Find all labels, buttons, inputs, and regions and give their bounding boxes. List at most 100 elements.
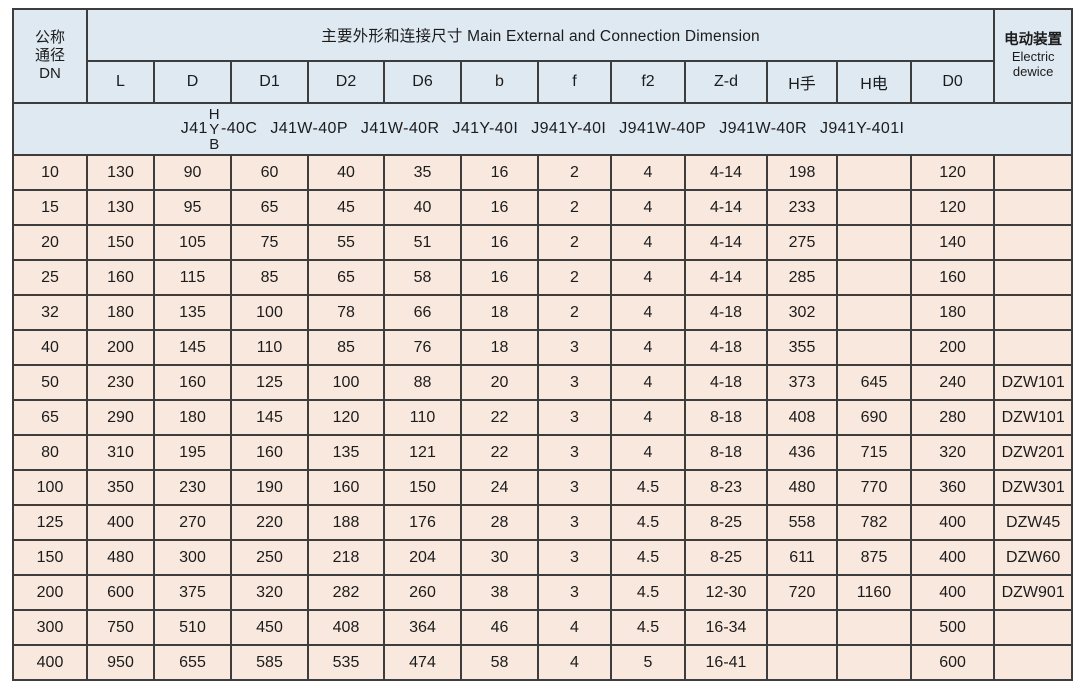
cell: 145 (230, 399, 309, 436)
cell: 270 (153, 504, 232, 541)
cell: 110 (230, 329, 309, 366)
cell: 3 (537, 539, 612, 576)
model-label: J941Y-40I (531, 120, 607, 137)
cell: 60 (230, 154, 309, 191)
cell (836, 259, 912, 296)
cell: 58 (460, 644, 539, 681)
cell (836, 644, 912, 681)
column-header-D2: D2 (307, 60, 385, 104)
cell: 22 (460, 399, 539, 436)
cell: 4 (610, 259, 686, 296)
cell (836, 609, 912, 646)
cell-dn: 40 (12, 329, 88, 366)
cell: 95 (153, 189, 232, 226)
model-stack-top: H (208, 105, 221, 123)
cell: 4.5 (610, 469, 686, 506)
table-row: 25 160 115 85 65 58 16 2 4 4-14 285 160 (12, 259, 1074, 296)
cell: 18 (460, 329, 539, 366)
cell: 180 (909, 294, 996, 331)
cell: 720 (766, 574, 838, 611)
model-prefix: J41 (180, 120, 208, 137)
cell: 2 (537, 189, 612, 226)
cell: 4-18 (684, 294, 768, 331)
table-row: 300 750 510 450 408 364 46 4 4.5 16-34 500 (12, 609, 1074, 646)
table-row: 100 350 230 190 160 150 24 3 4.5 8-23 480 770 360 DZW… (12, 469, 1074, 506)
cell-dn: 50 (12, 364, 88, 401)
cell: 8-18 (684, 399, 768, 436)
cell: 240 (909, 364, 996, 401)
cell: 204 (383, 539, 462, 576)
cell-dn: 80 (12, 434, 88, 471)
column-header-f: f (537, 60, 612, 104)
cell: 950 (86, 644, 155, 681)
cell: 180 (153, 399, 232, 436)
cell: 78 (307, 294, 385, 331)
cell: 16 (460, 259, 539, 296)
column-header-Z-d: Z-d (684, 60, 768, 104)
cell: 655 (153, 644, 232, 681)
cell: 85 (307, 329, 385, 366)
cell: 180 (86, 294, 155, 331)
cell (993, 259, 1074, 296)
cell: 55 (307, 224, 385, 261)
cell (993, 294, 1074, 331)
cell: 16 (460, 189, 539, 226)
cell: 3 (537, 364, 612, 401)
cell: 3 (537, 434, 612, 471)
cell: 4 (537, 609, 612, 646)
cell: DZW101 (993, 399, 1074, 436)
cell: 585 (230, 644, 309, 681)
cell: 100 (307, 364, 385, 401)
electric-device-header: 电动装置 Electric dewice (993, 8, 1074, 104)
model-stack-mid: Y (209, 120, 220, 138)
cell-dn: 100 (12, 469, 88, 506)
cell: 350 (86, 469, 155, 506)
cell: 4-14 (684, 154, 768, 191)
cell-dn: 400 (12, 644, 88, 681)
cell: 58 (383, 259, 462, 296)
table-row: 20 150 105 75 55 51 16 2 4 4-14 275 140 (12, 224, 1074, 261)
cell (993, 224, 1074, 261)
cell: 4 (610, 294, 686, 331)
cell: 480 (766, 469, 838, 506)
cell: 320 (909, 434, 996, 471)
cell: 88 (383, 364, 462, 401)
cell: 2 (537, 224, 612, 261)
cell (993, 189, 1074, 226)
column-header-D: D (153, 60, 232, 104)
cell: 474 (383, 644, 462, 681)
cell: 200 (909, 329, 996, 366)
cell: 4.5 (610, 539, 686, 576)
valve-dimension-table: 公称 通径 DN 主要外形和连接尺寸 Main External and Con… (11, 8, 1074, 681)
cell: 188 (307, 504, 385, 541)
cell-dn: 125 (12, 504, 88, 541)
column-header-H电: H电 (836, 60, 912, 104)
cell: 20 (460, 364, 539, 401)
cell (993, 329, 1074, 366)
cell-dn: 20 (12, 224, 88, 261)
column-header-b: b (460, 60, 539, 104)
cell: 400 (86, 504, 155, 541)
cell: 3 (537, 469, 612, 506)
cell: 12-30 (684, 574, 768, 611)
cell: 38 (460, 574, 539, 611)
cell: 65 (230, 189, 309, 226)
cell-dn: 65 (12, 399, 88, 436)
cell (836, 224, 912, 261)
cell (766, 609, 838, 646)
cell: 140 (909, 224, 996, 261)
cell: 76 (383, 329, 462, 366)
cell: 65 (307, 259, 385, 296)
cell: 66 (383, 294, 462, 331)
cell: 45 (307, 189, 385, 226)
cell: 645 (836, 364, 912, 401)
cell: 290 (86, 399, 155, 436)
cell: 280 (909, 399, 996, 436)
cell (766, 644, 838, 681)
cell: 190 (230, 469, 309, 506)
column-header-L: L (86, 60, 155, 104)
cell: 2 (537, 154, 612, 191)
cell: 770 (836, 469, 912, 506)
cell: 4 (610, 364, 686, 401)
table-row: 15 130 95 65 45 40 16 2 4 4-14 233 120 (12, 189, 1074, 226)
